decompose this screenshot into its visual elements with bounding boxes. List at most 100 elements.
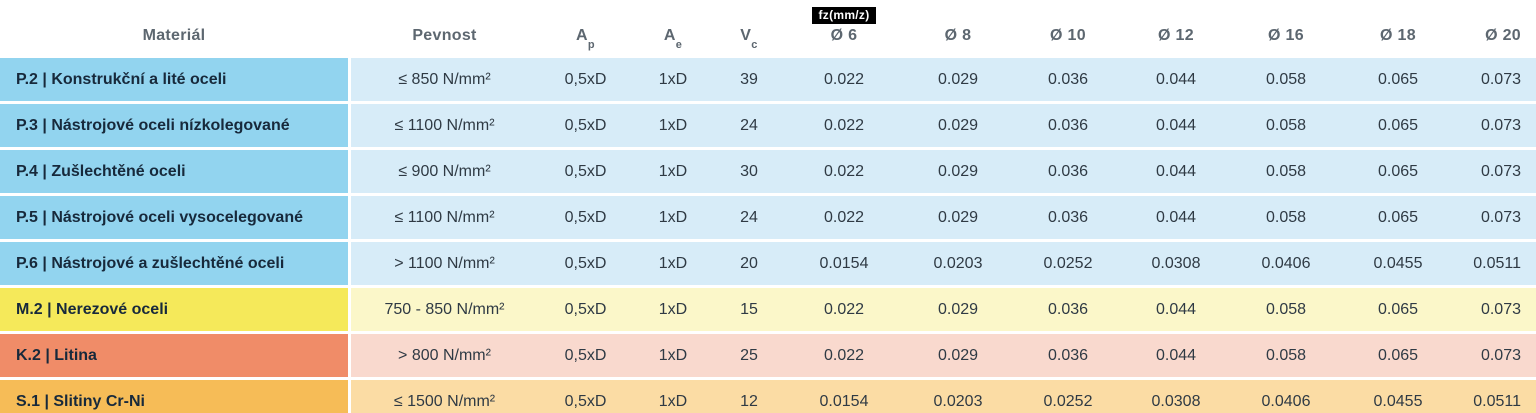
fz-cell-d10: 0.036 [1047,116,1089,134]
fz-cell-d12: 0.044 [1155,346,1197,364]
table-row: K.2 | Litina > 800 N/mm² 0,5xD 1xD 25 0.… [0,334,1536,377]
table-body: P.2 | Konstrukční a lité oceli ≤ 850 N/m… [0,58,1536,413]
fz-cell-d6: 0.022 [823,346,865,364]
fz-cell-d20: 0.073 [1480,346,1521,364]
fz-cell-d16: 0.058 [1265,116,1307,134]
vc-cell: 24 [740,208,758,226]
column-header-d6: fz(mm/z) Ø 6 [785,0,903,58]
fz-cell-d6: 0.0154 [819,254,869,272]
fz-cell-d8: 0.0203 [933,392,983,410]
table-row: P.4 | Zušlechtěné oceli ≤ 900 N/mm² 0,5x… [0,150,1536,193]
ae-cell: 1xD [658,208,688,226]
column-header-d18: Ø 18 [1380,27,1416,44]
fz-cell-d8: 0.029 [937,346,979,364]
fz-cell-d20: 0.0511 [1473,254,1521,272]
ae-cell: 1xD [658,300,688,318]
pevnost-cell: 750 - 850 N/mm² [384,300,505,318]
row-values: ≤ 1500 N/mm² 0,5xD 1xD 12 0.0154 0.0203 … [351,380,1536,413]
row-values: ≤ 850 N/mm² 0,5xD 1xD 39 0.022 0.029 0.0… [351,58,1536,101]
fz-cell-d12: 0.0308 [1151,392,1201,410]
fz-cell-d8: 0.0203 [933,254,983,272]
row-values: 750 - 850 N/mm² 0,5xD 1xD 15 0.022 0.029… [351,288,1536,331]
fz-unit-badge: fz(mm/z) [812,7,876,24]
ae-cell: 1xD [658,70,688,88]
fz-cell-d8: 0.029 [937,70,979,88]
material-cell: S.1 | Slitiny Cr-Ni [0,380,348,413]
vc-cell: 25 [740,346,758,364]
vc-cell: 39 [740,70,758,88]
fz-cell-d18: 0.0455 [1373,254,1423,272]
fz-cell-d20: 0.073 [1480,116,1521,134]
material-cell: P.5 | Nástrojové oceli vysocelegované [0,196,348,239]
ae-cell: 1xD [658,392,688,410]
fz-cell-d20: 0.0511 [1473,392,1521,410]
row-values: ≤ 1100 N/mm² 0,5xD 1xD 24 0.022 0.029 0.… [351,104,1536,147]
ae-cell: 1xD [658,346,688,364]
fz-cell-d10: 0.0252 [1043,254,1093,272]
vc-label: V [740,27,752,44]
column-header-d8: Ø 8 [944,27,972,44]
table-row: P.6 | Nástrojové a zušlechtěné oceli > 1… [0,242,1536,285]
material-cell: K.2 | Litina [0,334,348,377]
column-header-pevnost: Pevnost [412,27,477,44]
fz-cell-d16: 0.058 [1265,300,1307,318]
pevnost-cell: ≤ 900 N/mm² [398,162,491,180]
ae-label: A [663,27,676,44]
fz-cell-d18: 0.065 [1377,70,1419,88]
fz-cell-d12: 0.044 [1155,300,1197,318]
fz-cell-d16: 0.058 [1265,346,1307,364]
vc-cell: 20 [740,254,758,272]
material-cell: P.2 | Konstrukční a lité oceli [0,58,348,101]
table-row: P.3 | Nástrojové oceli nízkolegované ≤ 1… [0,104,1536,147]
fz-cell-d10: 0.036 [1047,70,1089,88]
fz-cell-d18: 0.065 [1377,116,1419,134]
row-values: ≤ 900 N/mm² 0,5xD 1xD 30 0.022 0.029 0.0… [351,150,1536,193]
material-cell: M.2 | Nerezové oceli [0,288,348,331]
fz-cell-d18: 0.065 [1377,300,1419,318]
fz-cell-d8: 0.029 [937,208,979,226]
ap-cell: 0,5xD [564,300,607,318]
vc-cell: 15 [740,300,758,318]
fz-cell-d12: 0.0308 [1151,254,1201,272]
ap-cell: 0,5xD [564,254,607,272]
pevnost-cell: ≤ 1100 N/mm² [394,116,495,134]
fz-cell-d18: 0.0455 [1373,392,1423,410]
table-row: S.1 | Slitiny Cr-Ni ≤ 1500 N/mm² 0,5xD 1… [0,380,1536,413]
pevnost-cell: ≤ 850 N/mm² [398,70,491,88]
fz-cell-d12: 0.044 [1155,70,1197,88]
fz-cell-d8: 0.029 [937,116,979,134]
column-header-d12: Ø 12 [1158,27,1194,44]
ap-cell: 0,5xD [564,116,607,134]
ap-cell: 0,5xD [564,392,607,410]
fz-cell-d20: 0.073 [1480,70,1521,88]
column-header-material: Materiál [142,27,206,44]
fz-cell-d20: 0.073 [1480,300,1521,318]
d6-label: Ø 6 [830,27,858,44]
fz-cell-d10: 0.036 [1047,300,1089,318]
fz-cell-d6: 0.022 [823,208,865,226]
column-header-d20: Ø 20 [1485,27,1521,44]
ae-cell: 1xD [658,162,688,180]
vc-cell: 24 [740,116,758,134]
pevnost-cell: ≤ 1100 N/mm² [394,208,495,226]
material-cell: P.6 | Nástrojové a zušlechtěné oceli [0,242,348,285]
fz-cell-d10: 0.036 [1047,346,1089,364]
ap-cell: 0,5xD [564,346,607,364]
pevnost-cell: > 800 N/mm² [398,346,491,364]
fz-cell-d18: 0.065 [1377,208,1419,226]
fz-cell-d6: 0.022 [823,116,865,134]
fz-cell-d10: 0.036 [1047,208,1089,226]
row-values: > 800 N/mm² 0,5xD 1xD 25 0.022 0.029 0.0… [351,334,1536,377]
ae-cell: 1xD [658,116,688,134]
pevnost-cell: > 1100 N/mm² [394,254,495,272]
fz-cell-d10: 0.0252 [1043,392,1093,410]
pevnost-cell: ≤ 1500 N/mm² [393,392,496,410]
fz-cell-d12: 0.044 [1155,116,1197,134]
fz-cell-d8: 0.029 [937,300,979,318]
fz-cell-d6: 0.022 [823,162,865,180]
